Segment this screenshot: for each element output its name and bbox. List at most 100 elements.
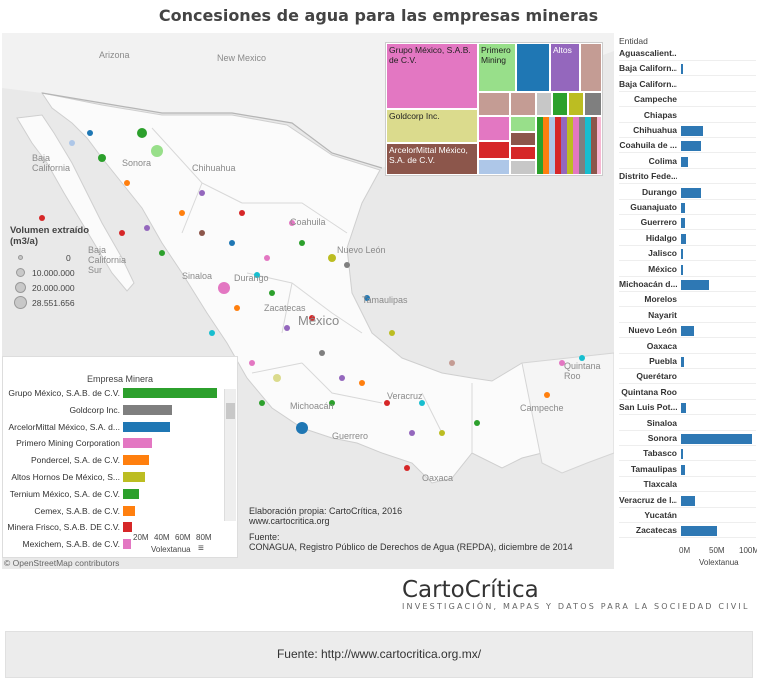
treemap-block[interactable] [478, 141, 510, 159]
entidad-bar[interactable] [681, 233, 687, 244]
entidad-bar-row[interactable]: Yucatán [619, 508, 756, 523]
empresa-bar[interactable] [123, 404, 172, 415]
empresa-bar[interactable] [123, 438, 152, 449]
entidad-bar-row[interactable]: Aguascalient... [619, 46, 756, 61]
treemap-block[interactable] [584, 92, 602, 116]
entidad-bar-row[interactable]: Durango [619, 185, 756, 200]
entidad-bar[interactable] [681, 464, 685, 475]
empresa-bar[interactable] [123, 522, 133, 533]
empresa-bar-row[interactable]: Grupo México, S.A.B. de C.V. [3, 385, 223, 401]
entidad-bar-row[interactable]: Guanajuato [619, 200, 756, 215]
entidad-bar-row[interactable]: Veracruz de l... [619, 493, 756, 508]
entidad-bar[interactable] [681, 280, 709, 290]
entidad-bar[interactable] [681, 357, 684, 367]
empresa-bar[interactable] [123, 455, 149, 466]
entidad-bar[interactable] [681, 249, 683, 260]
entidad-bar-row[interactable]: Jalisco [619, 246, 756, 262]
empresa-bar-row[interactable]: Primero Mining Corporation [3, 435, 223, 451]
entidad-bar-row[interactable]: Sinaloa [619, 416, 756, 431]
empresa-bar-row[interactable]: Mexichem, S.A.B. de C.V. [3, 536, 223, 552]
treemap-primero[interactable]: Primero Mining [478, 43, 516, 92]
empresa-bar[interactable] [123, 488, 140, 499]
entidad-bar[interactable] [681, 203, 685, 213]
treemap-block[interactable] [510, 116, 536, 132]
entidad-bar-row[interactable]: Baja Californ... [619, 61, 756, 77]
treemap-block[interactable] [580, 43, 602, 92]
empresa-bar-row[interactable]: Pondercel, S.A. de C.V. [3, 452, 223, 468]
empresa-bar-row[interactable]: Ternium México, S.A. de C.V. [3, 486, 223, 502]
empresa-bar[interactable] [123, 539, 132, 550]
entidad-bar-row[interactable]: Zacatecas [619, 523, 756, 539]
entidad-bar-row[interactable]: Tabasco [619, 446, 756, 462]
footer-source[interactable]: Fuente: http://www.cartocritica.org.mx/ [276, 647, 482, 661]
treemap-block[interactable] [536, 92, 552, 116]
entidad-bar-row[interactable]: Hidalgo [619, 231, 756, 246]
entidad-bar[interactable] [681, 403, 687, 414]
entidad-bar[interactable] [681, 264, 683, 275]
entidad-bar-row[interactable]: Chihuahua [619, 123, 756, 138]
entidad-bar-row[interactable]: Nayarit [619, 308, 756, 323]
scrollbar-thumb[interactable] [226, 403, 235, 419]
entidad-bar-row[interactable]: Baja Californ... [619, 77, 756, 92]
entidad-bar[interactable] [681, 64, 683, 75]
entidad-bar-row[interactable]: Tlaxcala [619, 477, 756, 493]
entidad-bar-row[interactable]: Michoacán d... [619, 277, 756, 292]
mine-sites[interactable] [39, 128, 585, 471]
empresa-bar-row[interactable]: Cemex, S.A.B. de C.V. [3, 503, 223, 519]
entidad-bar-row[interactable]: Puebla [619, 354, 756, 369]
entidad-bar-row[interactable]: Chiapas [619, 108, 756, 123]
entidad-bar-row[interactable]: Morelos [619, 292, 756, 308]
osm-attribution[interactable]: © OpenStreetMap contributors [4, 558, 120, 568]
sort-icon[interactable]: ≡ [198, 543, 204, 554]
treemap-block[interactable] [552, 92, 568, 116]
empresa-bar-row[interactable]: ArcelorMittal México, S.A. d... [3, 419, 223, 435]
treemap-block[interactable] [510, 160, 536, 175]
entidad-bar[interactable] [681, 434, 752, 444]
entidad-bar[interactable] [681, 218, 686, 229]
treemap-altos[interactable]: Altos [550, 43, 580, 92]
company-treemap[interactable]: Grupo México, S.A.B. de C.V. Primero Min… [385, 42, 603, 176]
entidad-bar-row[interactable]: Quintana Roo [619, 385, 756, 400]
empresa-bar[interactable] [123, 505, 136, 516]
entidad-bar-row[interactable]: San Luis Pot... [619, 400, 756, 416]
treemap-block[interactable] [478, 92, 510, 116]
entidad-bar-row[interactable]: Sonora [619, 431, 756, 446]
entidad-bar[interactable] [681, 526, 717, 537]
entidad-bar-row[interactable]: Colima [619, 154, 756, 169]
treemap-arcelor[interactable]: ArcelorMittal México, S.A. de C.V. [386, 143, 478, 175]
treemap-block[interactable] [516, 43, 550, 92]
entidad-bar-row[interactable]: Coahuila de ... [619, 138, 756, 154]
empresa-bar-row[interactable]: Goldcorp Inc. [3, 402, 223, 418]
treemap-small-companies[interactable] [536, 116, 602, 175]
treemap-goldcorp[interactable]: Goldcorp Inc. [386, 109, 478, 143]
treemap-block[interactable] [568, 92, 584, 116]
entidad-label: Chiapas [643, 109, 677, 120]
entidad-bar-row[interactable]: Campeche [619, 92, 756, 108]
entidad-bar-row[interactable]: Tamaulipas [619, 462, 756, 477]
empresa-bar[interactable] [123, 472, 146, 482]
entidad-bar[interactable] [681, 141, 701, 152]
entidad-bar-row[interactable]: Nuevo León [619, 323, 756, 339]
entidad-bar[interactable] [681, 449, 683, 460]
treemap-block[interactable] [478, 159, 510, 175]
treemap-block[interactable] [510, 92, 536, 116]
entidad-bar-row[interactable]: México [619, 262, 756, 277]
treemap-grupo-mexico[interactable]: Grupo México, S.A.B. de C.V. [386, 43, 478, 109]
treemap-block[interactable] [510, 132, 536, 146]
entidad-bar[interactable] [681, 126, 703, 136]
entidad-bar[interactable] [681, 187, 701, 198]
entidad-bar-row[interactable]: Querétaro [619, 369, 756, 385]
treemap-block[interactable] [478, 116, 510, 141]
scrollbar[interactable] [224, 389, 236, 521]
empresa-bar-row[interactable]: Altos Hornos De México, S... [3, 469, 223, 485]
empresa-bar[interactable] [123, 388, 217, 398]
entidad-bar-row[interactable]: Guerrero [619, 215, 756, 231]
entidad-bar[interactable] [681, 156, 688, 167]
entidad-bar[interactable] [681, 495, 696, 506]
empresa-bar-row[interactable]: Minera Frisco, S.A.B. DE C.V. [3, 519, 223, 535]
treemap-block[interactable] [510, 146, 536, 160]
entidad-bar-row[interactable]: Oaxaca [619, 339, 756, 354]
entidad-bar[interactable] [681, 326, 695, 337]
entidad-bar-row[interactable]: Distrito Fede... [619, 169, 756, 185]
empresa-bar[interactable] [123, 421, 170, 432]
